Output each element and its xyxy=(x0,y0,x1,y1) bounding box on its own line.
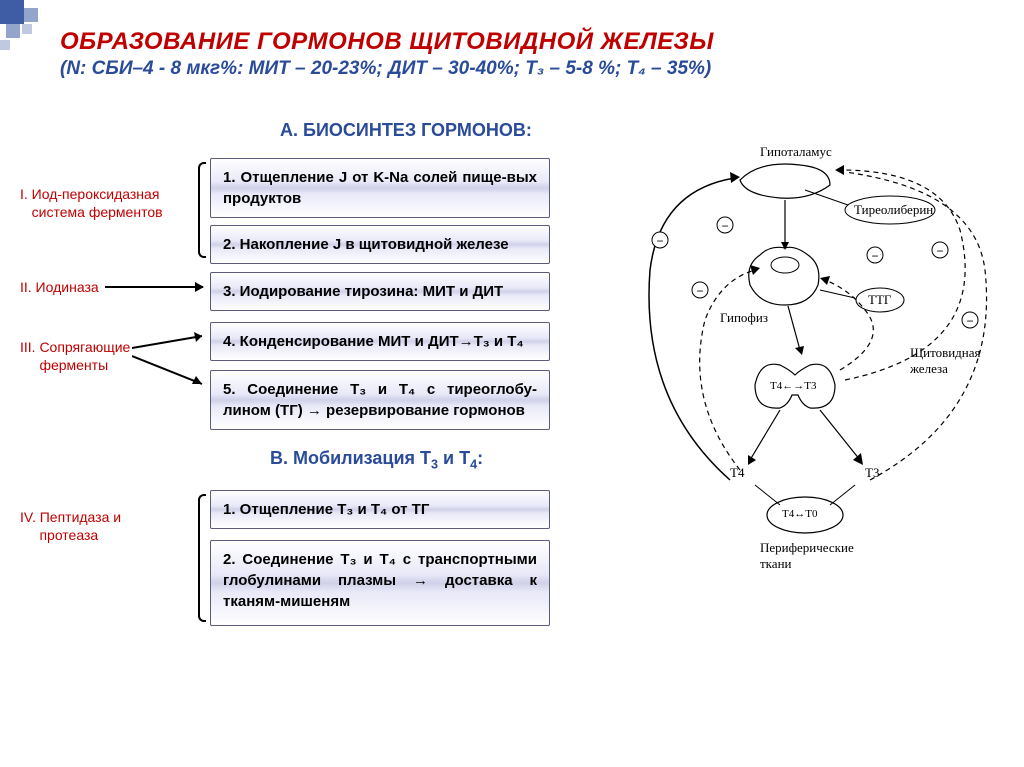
enzyme-3: III. Сопрягающие ферменты xyxy=(20,338,130,374)
arrow-e2 xyxy=(105,286,203,288)
title-block: ОБРАЗОВАНИЕ ГОРМОНОВ ЩИТОВИДНОЙ ЖЕЛЕЗЫ (… xyxy=(60,28,984,80)
lbl-t4t0: Т4↔Т0 xyxy=(782,508,817,520)
step-a2: 2. Накопление J в щитовидной железе xyxy=(210,225,550,264)
step-a1: 1. Отщепление J от K-Na солей пище-вых п… xyxy=(210,158,550,218)
lbl-hypothalamus: Гипоталамус xyxy=(760,144,832,160)
svg-text:−: − xyxy=(696,284,703,298)
enzyme-4: IV. Пептидаза и протеаза xyxy=(20,508,121,544)
brace-4 xyxy=(198,494,206,622)
arrow-e3-svg xyxy=(132,332,212,392)
svg-text:−: − xyxy=(721,219,728,233)
step-a5: 5. Соединение Т₃ и Т₄ с тиреоглобу-лином… xyxy=(210,370,550,430)
enzyme-2: II. Иодиназа xyxy=(20,278,99,296)
lbl-t4: Т4 xyxy=(730,465,744,481)
svg-text:−: − xyxy=(936,244,943,258)
enzyme-1: I. Иод-пероксидазная система ферментов xyxy=(20,185,195,221)
lbl-hypophysis: Гипофиз xyxy=(720,310,768,326)
title-main: ОБРАЗОВАНИЕ ГОРМОНОВ ЩИТОВИДНОЙ ЖЕЛЕЗЫ xyxy=(60,28,984,56)
title-sub: (N: СБИ–4 - 8 мкг%: МИТ – 20-23%; ДИТ – … xyxy=(60,58,984,80)
lbl-tireoliberin: Тиреолиберин xyxy=(854,202,933,218)
lbl-thyroid: Щитовиднаяжелеза xyxy=(910,345,981,377)
corner-decoration xyxy=(0,0,60,60)
brace-1 xyxy=(198,162,206,258)
lbl-periph: Периферическиеткани xyxy=(760,540,854,572)
regulation-diagram: − − − − − − Гипоталамус Тиреолиберин Гип… xyxy=(630,150,1000,580)
step-a4: 4. Конденсирование МИТ и ДИТ→Т₃ и Т₄ xyxy=(210,322,550,361)
step-a3: 3. Иодирование тирозина: МИТ и ДИТ xyxy=(210,272,550,311)
step-b2: 2. Соединение Т₃ и Т₄ с транспортными гл… xyxy=(210,540,550,626)
section-b-title: В. Мобилизация Т3 и Т4: xyxy=(270,448,483,472)
svg-text:−: − xyxy=(656,234,663,248)
step-b1: 1. Отщепление Т₃ и Т₄ от ТГ xyxy=(210,490,550,529)
lbl-ttg: ТТГ xyxy=(868,292,891,308)
svg-text:−: − xyxy=(966,314,973,328)
svg-text:−: − xyxy=(871,249,878,263)
section-a-title: А. БИОСИНТЕЗ ГОРМОНОВ: xyxy=(280,120,532,141)
lbl-t3: Т3 xyxy=(865,465,879,481)
lbl-t4t3: Т4←→Т3 xyxy=(770,380,816,392)
